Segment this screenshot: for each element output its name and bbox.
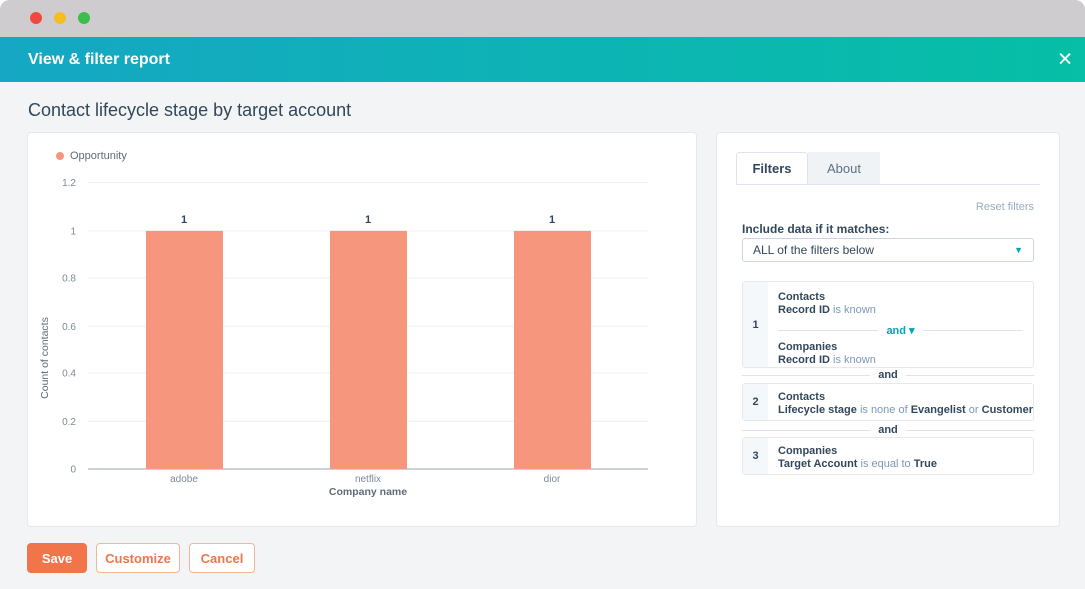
svg-text:1.2: 1.2 (62, 178, 76, 189)
svg-text:1: 1 (181, 214, 187, 226)
svg-text:dior: dior (544, 474, 561, 485)
svg-text:Count of contacts: Count of contacts (39, 317, 51, 399)
svg-text:Company name: Company name (329, 486, 407, 498)
svg-text:0.8: 0.8 (62, 274, 76, 285)
svg-text:0.4: 0.4 (62, 369, 76, 380)
svg-text:adobe: adobe (170, 474, 198, 485)
svg-text:netflix: netflix (355, 474, 381, 485)
svg-text:1: 1 (365, 214, 371, 226)
svg-text:0: 0 (70, 465, 76, 476)
svg-text:0.6: 0.6 (62, 322, 76, 333)
svg-text:1: 1 (549, 214, 555, 226)
svg-text:1: 1 (70, 227, 76, 238)
svg-text:0.2: 0.2 (62, 417, 76, 428)
